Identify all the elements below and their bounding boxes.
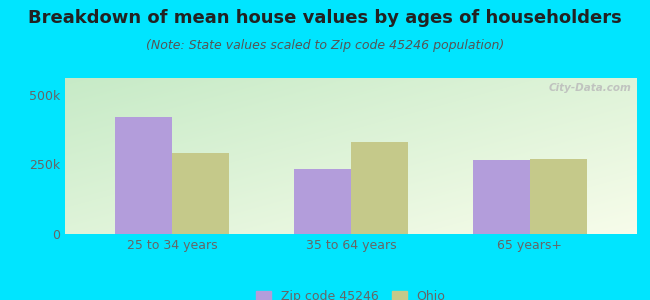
Text: Breakdown of mean house values by ages of householders: Breakdown of mean house values by ages o… (28, 9, 622, 27)
Text: (Note: State values scaled to Zip code 45246 population): (Note: State values scaled to Zip code 4… (146, 39, 504, 52)
Bar (115, 117, 172, 234)
Bar (473, 160, 530, 234)
Legend: Zip code 45246, Ohio: Zip code 45246, Ohio (257, 290, 445, 300)
Bar (172, 153, 229, 234)
Bar (294, 169, 351, 234)
Text: City-Data.com: City-Data.com (549, 83, 631, 93)
Bar (351, 142, 408, 234)
Bar (530, 159, 587, 234)
